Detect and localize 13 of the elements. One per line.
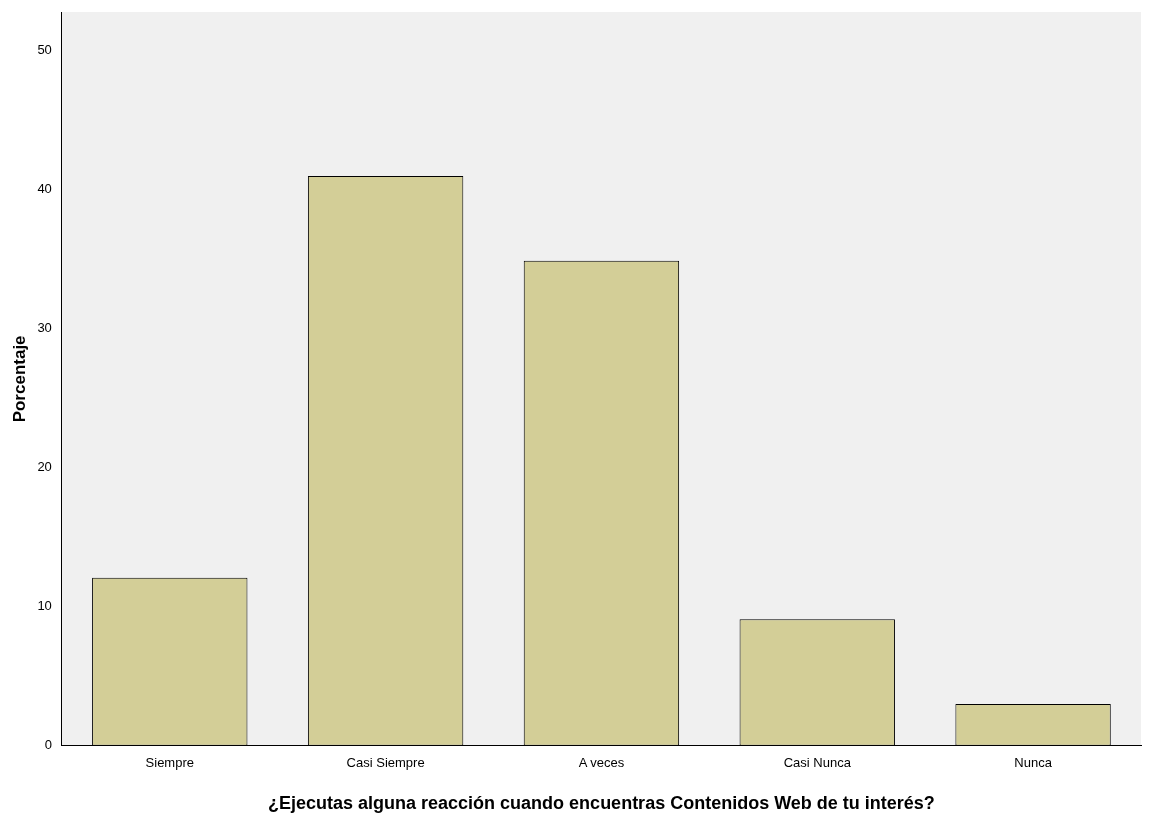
y-tick-label: 0 <box>44 737 52 753</box>
y-tick-label: 10 <box>37 598 52 614</box>
x-tick-label: Casi Siempre <box>346 755 425 771</box>
x-tick-label: A veces <box>578 755 625 771</box>
y-tick-label: 20 <box>37 459 52 475</box>
x-axis-title: ¿Ejecutas alguna reacción cuando encuentras Contenidos Web de tu interés? <box>268 793 935 814</box>
x-tick-label: Casi Nunca <box>783 755 852 771</box>
y-tick-label: 40 <box>37 181 52 197</box>
x-tick-label: Nunca <box>1014 755 1053 771</box>
y-tick-label: 30 <box>37 320 52 336</box>
y-tick-label: 50 <box>37 42 52 58</box>
x-tick-label: Siempre <box>145 755 194 771</box>
y-axis-title: Porcentaje <box>9 335 29 423</box>
